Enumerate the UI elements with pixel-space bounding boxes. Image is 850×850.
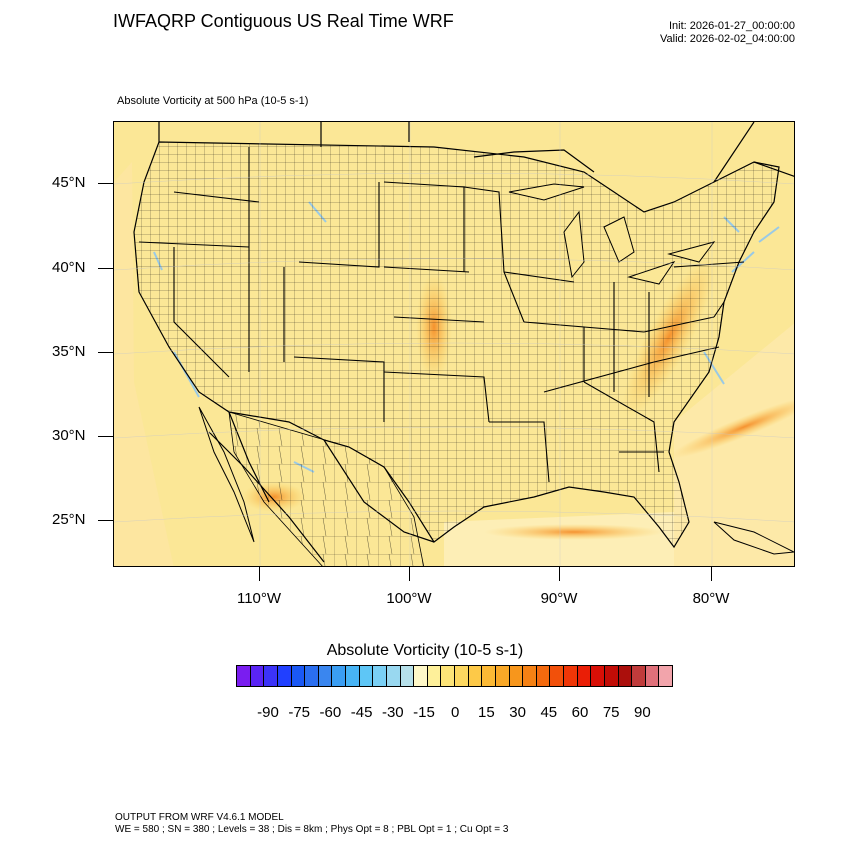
- init-time: Init: 2026-01-27_00:00:00: [669, 20, 795, 32]
- colorbar-swatch: [564, 666, 578, 686]
- baja-california: [198, 406, 255, 543]
- colorbar-swatch: [277, 666, 292, 686]
- lon-label-100w: 100°W: [386, 590, 432, 607]
- atlantic-ocean: [674, 323, 794, 566]
- colorbar-label: 15: [478, 704, 495, 721]
- lon-label-90w: 90°W: [540, 590, 578, 607]
- lat-tick: [98, 352, 113, 353]
- colorbar-swatch: [237, 666, 251, 686]
- great-lakes: [508, 183, 716, 285]
- state-boundaries: [138, 147, 745, 483]
- colorbar-swatch: [441, 666, 455, 686]
- colorbar-swatch: [659, 666, 672, 686]
- cuba: [713, 521, 794, 555]
- map-panel: [113, 121, 795, 567]
- graticule: [114, 122, 794, 566]
- lon-label-110w: 110°W: [236, 590, 282, 607]
- colorbar-swatch: [591, 666, 605, 686]
- lon-tick: [409, 567, 410, 581]
- model-info-line1: OUTPUT FROM WRF V4.6.1 MODEL: [115, 812, 284, 823]
- colorbar-swatch: [482, 666, 496, 686]
- vorticity-band-gulf: [484, 524, 664, 540]
- colorbar-swatch: [305, 666, 319, 686]
- valid-time: Valid: 2026-02-02_04:00:00: [660, 33, 795, 45]
- colorbar-swatch: [346, 666, 360, 686]
- colorbar-swatch: [604, 666, 619, 686]
- colorbar-swatch: [550, 666, 564, 686]
- pacific-ocean: [114, 162, 174, 566]
- lat-label-30: 30°N: [52, 427, 86, 444]
- lat-tick: [98, 436, 113, 437]
- colorbar-swatch: [536, 666, 551, 686]
- lon-tick: [559, 567, 560, 581]
- lon-tick: [711, 567, 712, 581]
- colorbar-swatch: [414, 666, 428, 686]
- colorbar-label: 0: [451, 704, 460, 721]
- plot-title: IWFAQRP Contiguous US Real Time WRF: [113, 11, 454, 31]
- colorbar-swatch: [264, 666, 278, 686]
- lat-label-45: 45°N: [52, 174, 86, 191]
- colorbar-label: 60: [571, 704, 589, 721]
- colorbar-swatch: [373, 666, 387, 686]
- colorbar-swatch: [632, 666, 646, 686]
- colorbar: [236, 665, 673, 687]
- lat-label-25: 25°N: [52, 511, 86, 528]
- lat-tick: [98, 520, 113, 521]
- colorbar-swatch: [509, 666, 524, 686]
- colorbar-swatch: [386, 666, 401, 686]
- colorbar-title: Absolute Vorticity (10-5 s-1): [326, 642, 524, 659]
- colorbar-swatch: [427, 666, 442, 686]
- model-info-line2: WE = 580 ; SN = 380 ; Levels = 38 ; Dis …: [115, 824, 509, 835]
- colorbar-label: 45: [540, 704, 558, 721]
- lat-tick: [98, 268, 113, 269]
- colorbar-swatch: [455, 666, 469, 686]
- colorbar-swatch: [523, 666, 537, 686]
- colorbar-label: 75: [602, 704, 620, 721]
- lon-tick: [259, 567, 260, 581]
- lat-tick: [98, 183, 113, 184]
- colorbar-swatch: [359, 666, 374, 686]
- colorbar-label: -90: [257, 704, 279, 721]
- colorbar-label: 30: [509, 704, 526, 721]
- colorbar-label: -75: [288, 704, 311, 721]
- vorticity-band-atlantic: [669, 395, 794, 459]
- colorbar-swatch: [250, 666, 265, 686]
- mexico-land: [228, 411, 425, 566]
- colorbar-swatch: [400, 666, 415, 686]
- colorbar-swatch: [332, 666, 346, 686]
- lon-label-80w: 80°W: [692, 590, 730, 607]
- colorbar-swatch: [291, 666, 306, 686]
- colorbar-swatch: [495, 666, 510, 686]
- colorbar-label: 90: [634, 704, 651, 721]
- colorbar-swatch: [618, 666, 633, 686]
- map-svg: [114, 122, 794, 566]
- lat-label-35: 35°N: [52, 343, 86, 360]
- colorbar-swatch: [645, 666, 660, 686]
- colorbar-label: -60: [319, 704, 342, 721]
- colorbar-swatch: [318, 666, 333, 686]
- colorbar-swatch: [577, 666, 592, 686]
- lat-label-40: 40°N: [52, 259, 86, 276]
- colorbar-label: -30: [381, 704, 404, 721]
- colorbar-swatch: [468, 666, 483, 686]
- colorbar-label: -45: [350, 704, 373, 721]
- colorbar-label: -15: [413, 704, 435, 721]
- field-label: Absolute Vorticity at 500 hPa (10-5 s-1): [117, 95, 309, 107]
